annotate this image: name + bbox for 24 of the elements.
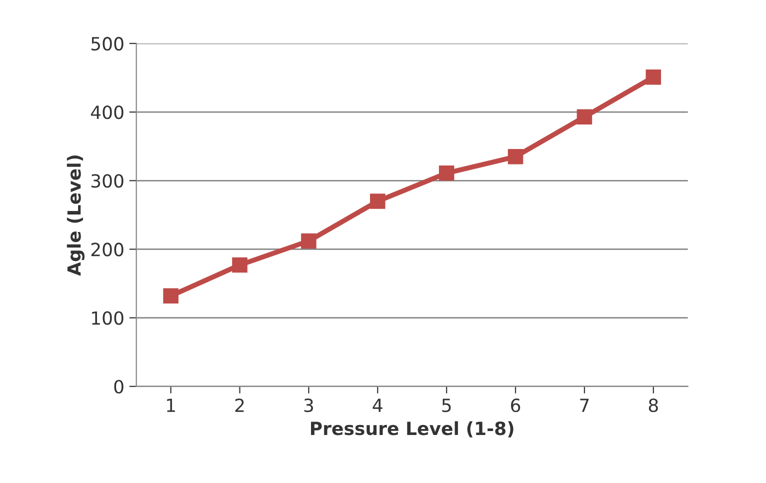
x-tick-label: 1 (167, 398, 175, 412)
point (576, 109, 592, 124)
x-tick-label: 4 (372, 398, 382, 412)
point (646, 69, 662, 85)
y-tick-label: 400 (90, 106, 124, 120)
x-axis-title: Pressure Level (1-8) (311, 421, 514, 438)
point (301, 233, 316, 249)
y-axis-title: Agle (Level) (66, 155, 85, 276)
point (232, 257, 248, 273)
x-tick-label: 7 (580, 398, 589, 412)
y-tick-label: 0 (114, 380, 124, 394)
y-tick-label: 200 (91, 242, 124, 256)
x-tick-label: 6 (511, 398, 520, 412)
point (370, 194, 386, 209)
x-tick-label: 2 (235, 398, 244, 412)
y-tick-label: 300 (91, 174, 124, 188)
point (438, 165, 454, 181)
point (508, 149, 524, 164)
y-tick-label: 100 (92, 311, 124, 325)
x-tick-label: 8 (648, 398, 658, 412)
x-tick-label: 3 (304, 398, 313, 412)
x-tick-label: 5 (442, 398, 451, 412)
y-tick-label: 500 (91, 36, 124, 51)
point (163, 288, 178, 304)
